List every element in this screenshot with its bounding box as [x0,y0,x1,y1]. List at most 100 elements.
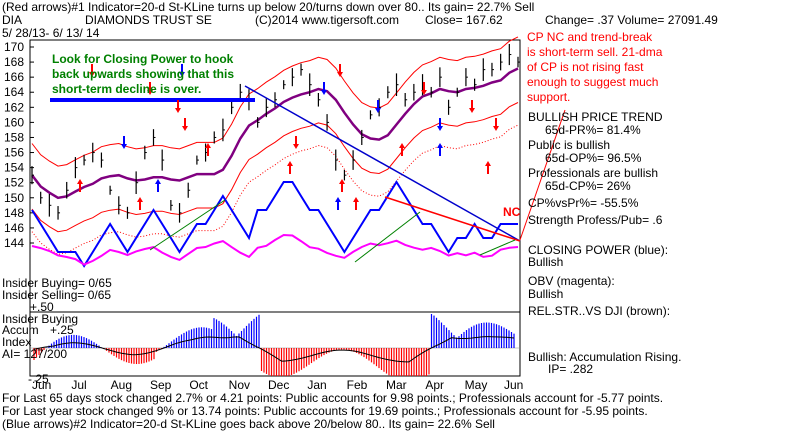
obv-label: OBV (magenta): [528,274,615,288]
red-note-line3: of CP is not rising fast [527,60,644,74]
y-tick-label: 162 [4,100,24,114]
annotation-pointer [519,109,566,241]
x-tick-label: Oct [189,378,208,392]
pr-stat: 65d-PR%= 81.4% [545,123,641,137]
ip-stat: IP= .282 [548,362,594,376]
footer-line3: (Blue arrows)#2 Indicator=20-d St-KLine … [2,417,495,431]
red-trendline [384,196,521,242]
date-range: 5/ 28/13- 6/ 13/ 14 [2,26,100,40]
green-note-line3: short-term decline is over. [52,82,202,96]
arrow-up-head [77,179,83,184]
minus25-label: -.25 [28,372,49,386]
x-axis-labels: Jun Jul Aug Sep Oct Nov Dec Jan Feb Mar Apr May Jun [32,378,523,392]
x-tick-label: Sep [150,378,172,392]
red-note-line1: CP NC and trend-break [527,30,653,44]
x-tick-label: Mar [386,378,407,392]
arrow-up-head [287,161,293,166]
signal-arrows [77,64,499,210]
arrow-up-head [399,143,405,148]
arrow-up-head [437,143,443,148]
x-tick-label: Jun [504,378,523,392]
y-tick-label: 152 [4,176,24,190]
green-trendline-2 [354,211,421,263]
red-note-line5: support. [527,90,571,104]
arrow-up-head [335,197,341,202]
x-tick-label: Jan [307,378,326,392]
strength-stat: Strength Profess/Pub= .6 [528,213,663,227]
indicator-top: +.50 [30,300,54,314]
x-tick-label: Feb [347,378,368,392]
cpvspr-stat: CP%vsPr%= -55.5% [528,196,639,210]
green-note-line2: back upwards showing that this [52,67,235,81]
y-tick-label: 168 [4,55,24,69]
plus25-label: +.25 [50,323,74,337]
x-tick-label: Jun [32,378,51,392]
y-tick-label: 148 [4,206,24,220]
public-bullish: Public is bullish [528,138,611,152]
arrow-down-head [89,72,95,77]
arrow-up-head [205,143,211,148]
upper-band [31,36,519,167]
change-volume: Change= .37 Volume= 27091.49 [545,13,718,27]
green-note-line1: Look for Closing Power to hook [52,52,234,66]
footer-line1: For Last 65 days stock changed 2.7% or 4… [2,391,664,405]
y-tick-label: 144 [4,236,24,250]
green-trendline-1 [149,199,226,251]
insider-buying: Insider Buying= 0/65 [2,276,112,290]
red-note-line2: is short-term sell. 21-dma [527,45,663,59]
upper-band-dotted [31,124,519,255]
bullish-trend: BULLISH PRICE TREND [528,110,663,124]
arrow-down-head [293,144,299,149]
footer-line2: For Last year stock changed 9% or 13.74 … [2,404,648,418]
arrow-up-head [137,197,143,202]
moving-average-line [31,67,519,200]
ticker: DIA [2,13,23,27]
lower-band [31,102,519,233]
x-tick-label: Dec [268,378,289,392]
arrow-up-head [485,161,491,166]
arrow-down-head [337,72,343,77]
arrow-down-head [375,108,381,113]
x-tick-label: May [465,378,488,392]
arrow-up-head [353,197,359,202]
blue-trendline [244,85,521,242]
ai-stat: AI= 127/200 [2,347,68,361]
closing-power-label: CLOSING POWER (blue): [528,243,669,257]
y-tick-label: 170 [4,40,24,54]
arrow-up-head [339,179,345,184]
close-value: Close= 167.62 [425,13,503,27]
relstr-label: REL.STR..VS DJI (brown): [528,304,671,318]
arrow-down-head [121,144,127,149]
x-tick-label: Apr [425,378,444,392]
arrow-down-head [147,90,153,95]
y-tick-label: 166 [4,70,24,84]
security-name: DIAMONDS TRUST SE [85,13,212,27]
arrow-down-head [179,72,185,77]
closing-power-line [31,180,518,268]
arrow-down-head [182,126,188,131]
green-trendline-3 [479,239,516,256]
y-tick-label: 146 [4,221,24,235]
nc-label: NC [503,205,521,219]
obv-line [31,233,519,266]
insider-selling: Insider Selling= 0/65 [2,288,112,302]
pros-bullish: Professionals are bullish [528,166,659,180]
arrow-down-head [437,126,443,131]
y-tick-label: 158 [4,130,24,144]
y-tick-marks [30,46,34,244]
arrow-up-head [155,179,161,184]
cp-stat: 65d-CP%= 26% [545,179,631,193]
closing-power-status: Bullish [528,255,564,269]
y-tick-label: 154 [4,161,24,175]
accumulation-ma-line [33,336,515,363]
copyright: (C)2014 www.tigersoft.com [255,13,400,27]
red-note-line4: enough to suggest much [527,75,659,89]
y-tick-label: 150 [4,191,24,205]
arrow-down-head [321,90,327,95]
op-stat: 65d-OP%= 96.5% [545,151,642,165]
y-tick-label: 164 [4,85,24,99]
x-tick-label: Aug [111,378,132,392]
